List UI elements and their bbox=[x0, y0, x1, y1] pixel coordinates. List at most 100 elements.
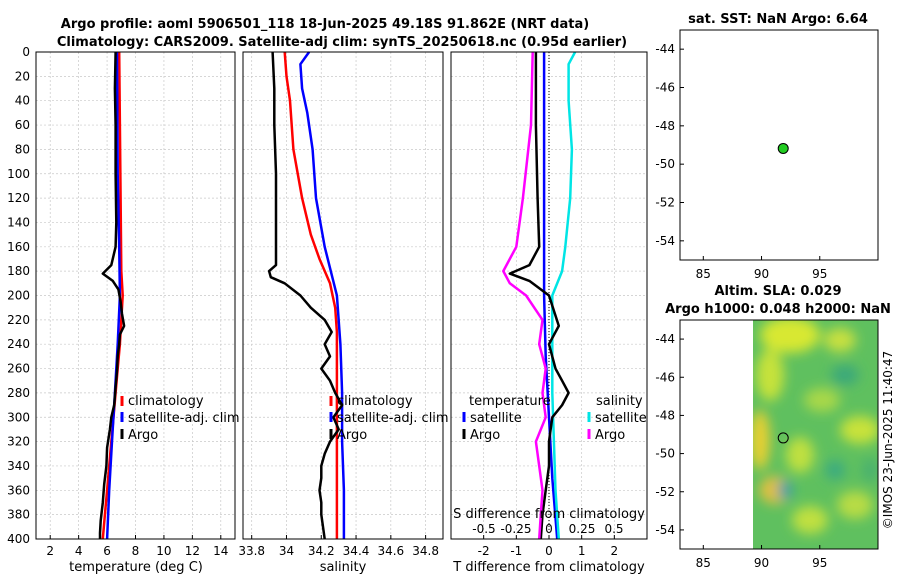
title-line-1: Argo profile: aoml 5906501_118 18-Jun-20… bbox=[61, 17, 589, 32]
difference-panel: -2 -1 0 1 2 T difference from climatology S … bbox=[450, 51, 648, 575]
sla-field-blobs bbox=[753, 320, 878, 534]
s-tick-label: 0 bbox=[545, 522, 553, 536]
temperature-xlabel: temperature (deg C) bbox=[69, 560, 203, 575]
credit-text: ©IMOS 23-Jun-2025 11:40:47 bbox=[881, 351, 895, 529]
y-tick-label: 200 bbox=[7, 289, 30, 303]
x-tick-label: 12 bbox=[185, 544, 200, 558]
y-tick-label: 320 bbox=[7, 435, 30, 449]
title-line-2: Climatology: CARS2009. Satellite-adj cli… bbox=[57, 35, 627, 50]
sst-map-frame bbox=[679, 29, 879, 261]
difference-frame bbox=[450, 51, 648, 540]
x-tick-label: 85 bbox=[696, 556, 711, 570]
x-tick-label: -1 bbox=[510, 544, 522, 558]
x-tick-label: 90 bbox=[754, 556, 769, 570]
sla-title-1: Altim. SLA: 0.029 bbox=[715, 284, 842, 299]
legend-climatology: climatology bbox=[128, 394, 204, 409]
x-tick-label: 34.2 bbox=[308, 544, 335, 558]
sst-map-marks bbox=[777, 142, 789, 154]
y-tick-label: -54 bbox=[655, 523, 675, 537]
s-difference-ticks: -0.5 -0.25 0 0.25 0.5 bbox=[472, 522, 623, 536]
x-tick-label: 4 bbox=[75, 544, 83, 558]
sla-map-ticks: 85 90 95 -44 -46 -48 -50 -52 -54 bbox=[655, 332, 827, 570]
y-tick-label: -46 bbox=[655, 81, 675, 95]
x-tick-label: 2 bbox=[611, 544, 619, 558]
y-tick-label: 280 bbox=[7, 386, 30, 400]
y-tick-label: -52 bbox=[655, 485, 675, 499]
legend-climatology: climatology bbox=[337, 394, 413, 409]
sst-map-panel: 85 90 95 -44 -46 -48 -50 -52 -54 bbox=[655, 29, 879, 281]
x-tick-label: 90 bbox=[754, 267, 769, 281]
s-difference-label: S difference from climatology bbox=[453, 507, 645, 522]
series-line bbox=[542, 52, 559, 540]
legend-title-temperature: temperature bbox=[469, 394, 551, 409]
sst-title: sat. SST: NaN Argo: 6.64 bbox=[688, 12, 868, 27]
legend-satellite-clim: satellite-adj. clim bbox=[128, 411, 240, 426]
y-tick-label: 180 bbox=[7, 264, 30, 278]
y-tick-label: 40 bbox=[15, 94, 30, 108]
sla-map-frame bbox=[679, 319, 879, 550]
x-tick-label: 1 bbox=[578, 544, 586, 558]
x-tick-label: 95 bbox=[812, 556, 827, 570]
series-line bbox=[98, 51, 126, 539]
y-tick-label: -48 bbox=[655, 408, 675, 422]
y-tick-label: 220 bbox=[7, 313, 30, 327]
y-tick-label: 0 bbox=[22, 45, 30, 59]
x-tick-label: 6 bbox=[103, 544, 111, 558]
x-tick-label: 10 bbox=[156, 544, 171, 558]
t-difference-xlabel: T difference from climatology bbox=[452, 560, 645, 575]
x-tick-label: 2 bbox=[46, 544, 54, 558]
y-tick-label: -44 bbox=[655, 42, 675, 56]
s-tick-label: 0.25 bbox=[569, 522, 596, 536]
sla-title-2: Argo h1000: 0.048 h2000: NaN bbox=[665, 302, 891, 317]
series-line bbox=[267, 51, 344, 540]
legend-title-salinity: salinity bbox=[596, 394, 643, 409]
salinity-panel: 33.8 34 34.2 34.4 34.6 34.8 salinity climatol… bbox=[238, 51, 449, 575]
y-tick-label: -44 bbox=[655, 332, 675, 346]
salinity-series bbox=[267, 51, 346, 540]
sst-map-ticks: 85 90 95 -44 -46 -48 -50 -52 -54 bbox=[655, 42, 827, 281]
y-tick-label: 160 bbox=[7, 240, 30, 254]
y-tick-label: 100 bbox=[7, 167, 30, 181]
x-tick-label: 85 bbox=[696, 267, 711, 281]
y-tick-label: 300 bbox=[7, 410, 30, 424]
x-tick-label: 95 bbox=[812, 267, 827, 281]
s-tick-label: 0.5 bbox=[604, 522, 623, 536]
x-tick-label: 14 bbox=[213, 544, 228, 558]
x-tick-label: 8 bbox=[132, 544, 140, 558]
salinity-legend: climatology satellite-adj. clim Argo bbox=[329, 394, 449, 443]
float-position-marker bbox=[777, 142, 789, 154]
y-tick-label: 240 bbox=[7, 337, 30, 351]
y-tick-label: 400 bbox=[7, 532, 30, 546]
salinity-frame bbox=[242, 51, 444, 540]
x-tick-label: -2 bbox=[478, 544, 490, 558]
series-line bbox=[105, 51, 122, 540]
y-tick-label: 20 bbox=[15, 69, 30, 83]
y-tick-label: -54 bbox=[655, 234, 675, 248]
temperature-panel: 0 20 40 60 80 100 120 140 160 180 200 220 240 260 280 3… bbox=[7, 45, 240, 575]
x-tick-label: 34 bbox=[279, 544, 294, 558]
y-tick-label: 80 bbox=[15, 142, 30, 156]
legend-argo: Argo bbox=[128, 428, 158, 443]
y-tick-label: -46 bbox=[655, 370, 675, 384]
series-line bbox=[283, 51, 339, 539]
y-tick-label: 140 bbox=[7, 215, 30, 229]
sla-map-panel: 85 90 95 -44 -46 -48 -50 -52 -54 bbox=[655, 319, 879, 570]
float-position-marker bbox=[777, 432, 789, 444]
y-tick-label: 260 bbox=[7, 362, 30, 376]
temperature-frame bbox=[35, 51, 236, 540]
y-tick-label: -52 bbox=[655, 196, 675, 210]
y-tick-label: 120 bbox=[7, 191, 30, 205]
x-tick-label: 34.6 bbox=[377, 544, 404, 558]
series-line bbox=[551, 51, 577, 540]
legend-t-argo: Argo bbox=[470, 428, 500, 443]
y-tick-label: 60 bbox=[15, 118, 30, 132]
series-line bbox=[299, 51, 346, 539]
x-tick-label: 0 bbox=[545, 544, 553, 558]
y-tick-label: 340 bbox=[7, 459, 30, 473]
x-tick-label: 34.8 bbox=[412, 544, 439, 558]
series-line bbox=[508, 52, 570, 540]
x-tick-label: 34.4 bbox=[343, 544, 370, 558]
y-tick-label: 380 bbox=[7, 508, 30, 522]
s-tick-label: -0.5 bbox=[472, 522, 495, 536]
